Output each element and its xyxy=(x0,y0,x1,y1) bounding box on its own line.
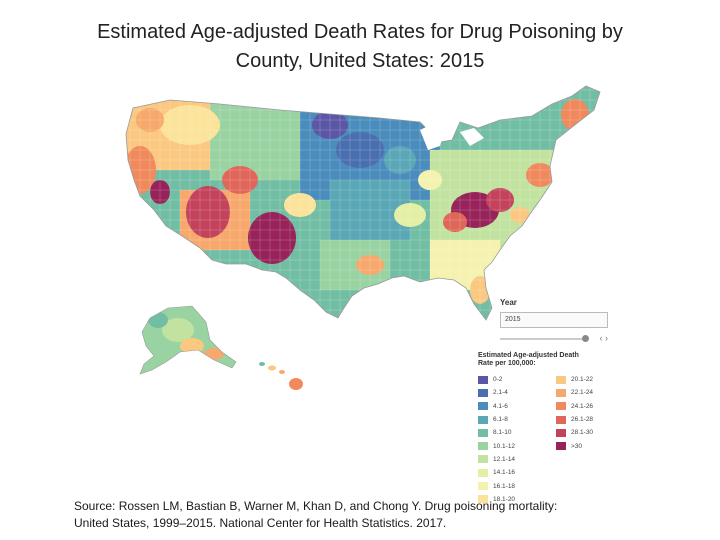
legend-swatch xyxy=(478,388,488,397)
year-slider[interactable]: ‹ › xyxy=(500,333,609,344)
legend-swatch xyxy=(478,375,488,384)
legend-item: >30 xyxy=(556,439,620,452)
legend-label: 4.1-6 xyxy=(493,402,508,410)
legend-item: 10.1-12 xyxy=(478,439,542,452)
legend-item: 8.1-10 xyxy=(478,426,542,439)
legend-swatch xyxy=(556,375,566,384)
legend-swatch xyxy=(478,402,488,411)
legend-item: 18.1-20 xyxy=(478,493,542,506)
legend-label: 10.1-12 xyxy=(493,442,516,450)
legend-label: 14.1-16 xyxy=(493,469,516,477)
slider-track xyxy=(500,338,586,340)
legend-item: 12.1-14 xyxy=(478,453,542,466)
legend-item: 4.1-6 xyxy=(478,400,542,413)
play-control-icon[interactable]: ‹ › xyxy=(599,333,609,343)
legend-label: 28.1-30 xyxy=(571,429,594,437)
legend-swatch xyxy=(478,415,488,424)
map-title: Estimated Age-adjusted Death Rates for D… xyxy=(20,18,700,76)
legend-swatch xyxy=(478,482,488,491)
legend-items: 0-2 2.1-4 4.1-6 6.1-8 8.1-10 10.1-12 12.1-14 14… xyxy=(478,373,618,506)
source-citation: Source: Rossen LM, Bastian B, Warner M, … xyxy=(74,498,674,532)
legend-item: 2.1-4 xyxy=(478,386,542,399)
legend: Estimated Age-adjusted Death Rate per 10… xyxy=(478,352,618,506)
legend-swatch xyxy=(478,468,488,477)
great-lakes-east xyxy=(460,128,484,146)
legend-item: 6.1-8 xyxy=(478,413,542,426)
year-label: Year xyxy=(500,298,517,307)
legend-item: 0-2 xyxy=(478,373,542,386)
legend-label: 18.1-20 xyxy=(493,495,516,503)
legend-swatch xyxy=(556,402,566,411)
legend-label: 2.1-4 xyxy=(493,389,508,397)
legend-item: 24.1-26 xyxy=(556,400,620,413)
legend-swatch xyxy=(478,495,488,504)
slider-thumb[interactable] xyxy=(582,335,589,342)
legend-item: 28.1-30 xyxy=(556,426,620,439)
legend-label: 24.1-26 xyxy=(571,402,594,410)
legend-item: 16.1-18 xyxy=(478,479,542,492)
legend-label: 20.1-22 xyxy=(571,376,594,384)
legend-item: 22.1-24 xyxy=(556,386,620,399)
legend-swatch xyxy=(556,415,566,424)
legend-swatch xyxy=(478,442,488,451)
source-line2: United States, 1999–2015. National Cente… xyxy=(74,516,447,530)
legend-label: 6.1-8 xyxy=(493,416,508,424)
legend-item: 20.1-22 xyxy=(556,373,620,386)
legend-label: 12.1-14 xyxy=(493,455,516,463)
legend-label: 26.1-28 xyxy=(571,416,594,424)
year-control: Year 2015 ‹ › xyxy=(500,298,612,344)
legend-label: 8.1-10 xyxy=(493,429,512,437)
legend-label: 16.1-18 xyxy=(493,482,516,490)
source-line1: Source: Rossen LM, Bastian B, Warner M, … xyxy=(74,499,558,513)
legend-item: 26.1-28 xyxy=(556,413,620,426)
us-outline xyxy=(125,85,601,321)
legend-title: Estimated Age-adjusted Death Rate per 10… xyxy=(478,352,579,367)
legend-swatch xyxy=(478,428,488,437)
alaska-outline xyxy=(139,305,237,375)
legend-swatch xyxy=(556,388,566,397)
legend-swatch xyxy=(478,455,488,464)
legend-label: 0-2 xyxy=(493,376,503,384)
hawaii-counties xyxy=(259,362,303,390)
map-title-line2: County, United States: 2015 xyxy=(235,50,485,72)
map-title-line1: Estimated Age-adjusted Death Rates for D… xyxy=(97,21,623,43)
legend-swatch xyxy=(556,428,566,437)
legend-label: >30 xyxy=(571,442,583,450)
legend-label: 22.1-24 xyxy=(571,389,594,397)
great-lakes xyxy=(420,124,444,150)
year-select[interactable]: 2015 xyxy=(500,312,608,328)
alaska-counties xyxy=(140,306,236,374)
legend-swatch xyxy=(556,442,566,451)
legend-item: 14.1-16 xyxy=(478,466,542,479)
